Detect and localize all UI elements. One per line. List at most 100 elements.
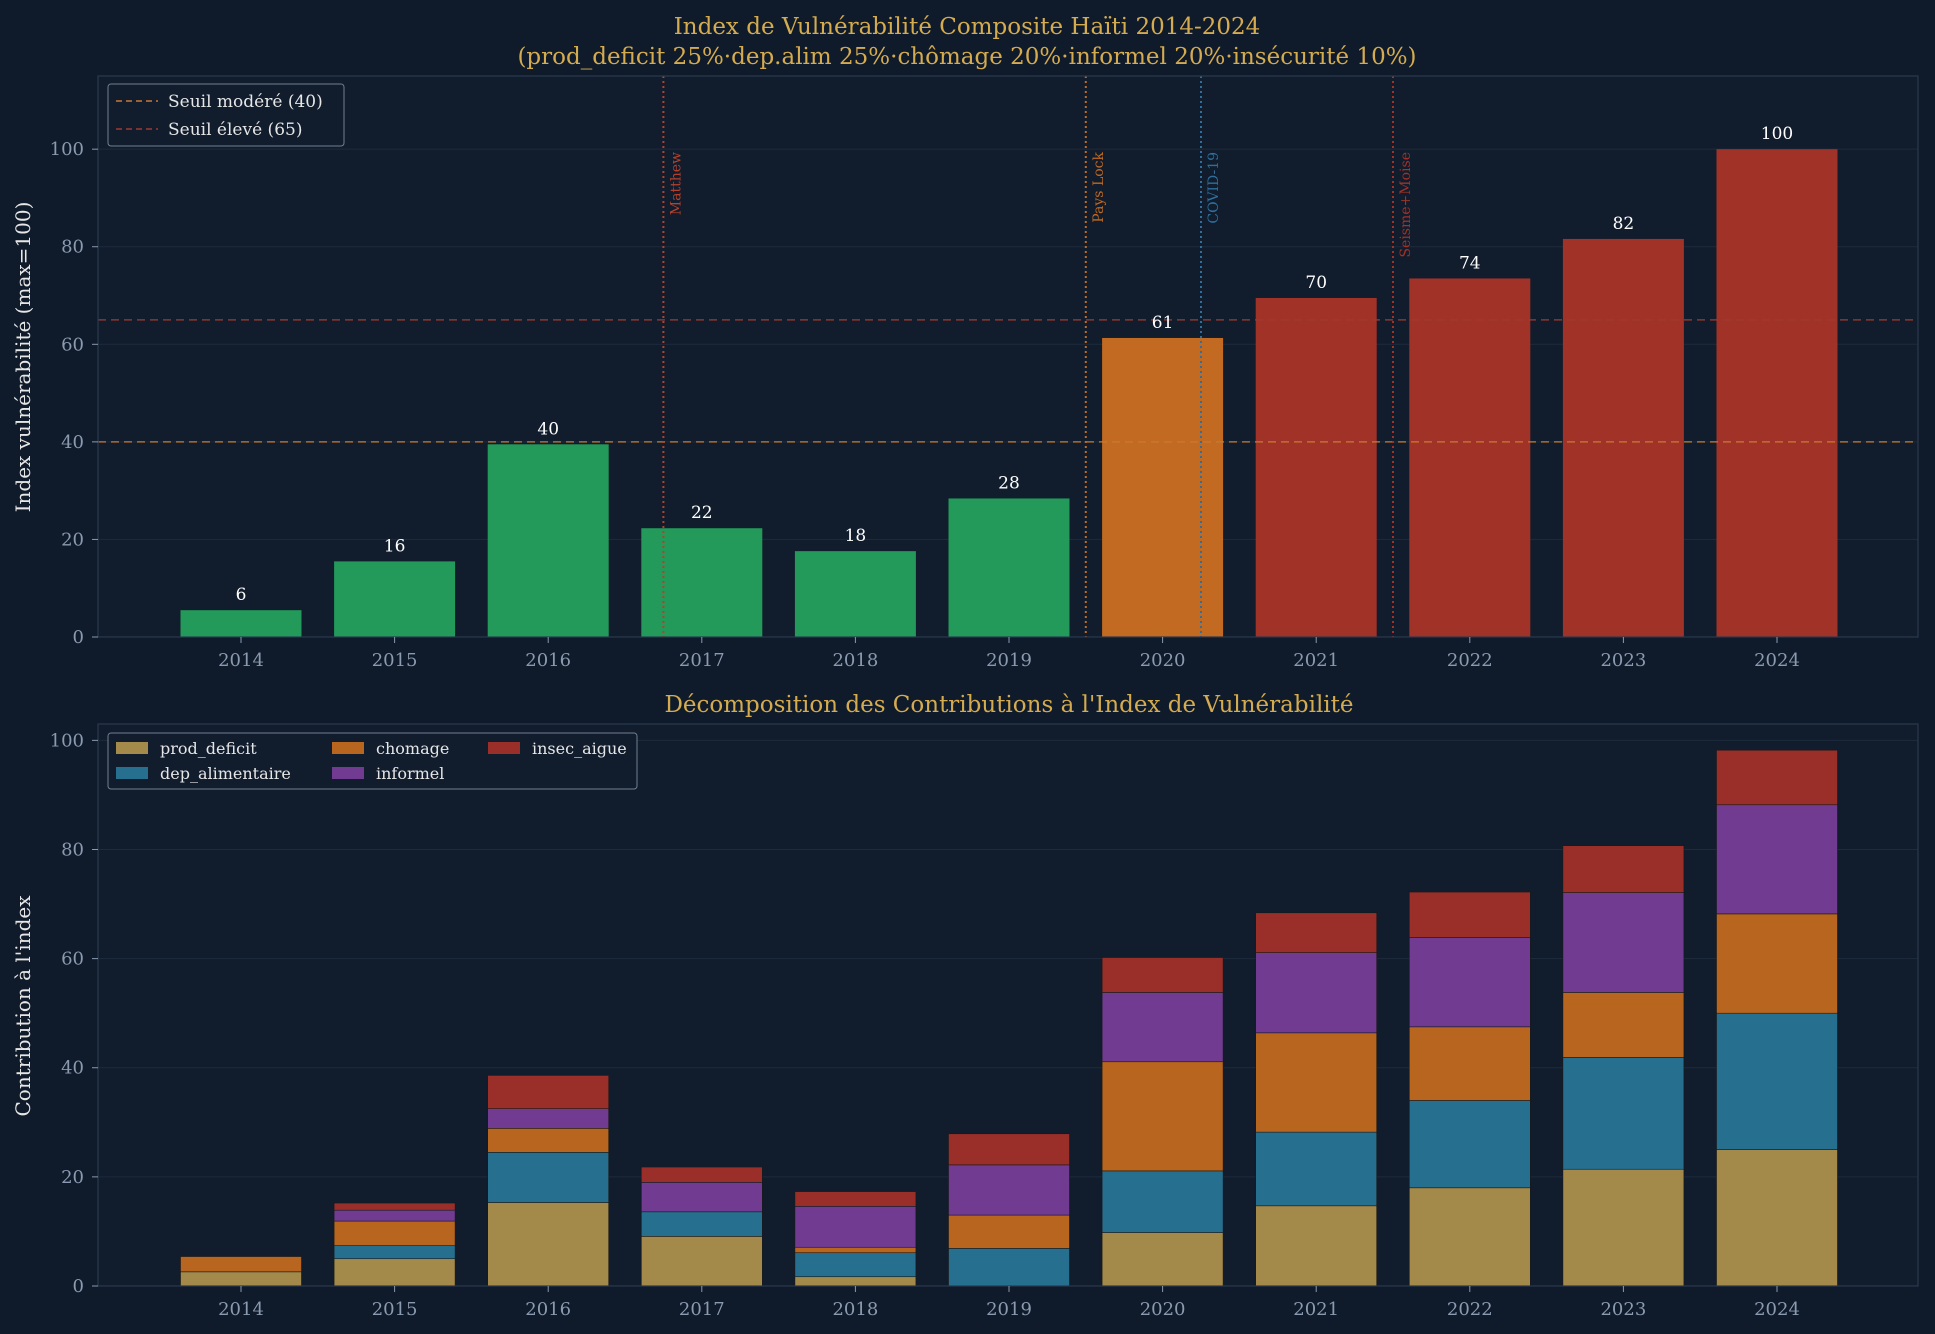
segment-insec-aigue-2024 [1716,749,1838,806]
bar-2016 [487,444,609,637]
bar-2014 [180,610,302,637]
segment-informel-2015 [333,1209,456,1222]
data-label-2023: 82 [1613,214,1635,234]
chart2-x-tick-label-2018: 2018 [832,1299,878,1320]
chart1-y-tick-label: 80 [61,237,84,258]
segment-chomage-2021 [1255,1032,1377,1133]
legend-label-insec-aigue: insec_aigue [532,739,627,758]
segment-insec-aigue-2018 [794,1191,917,1207]
chart1-frame [97,75,1919,638]
segment-informel-2022 [1409,937,1531,1028]
segment-chomage-2020 [1101,1061,1224,1172]
legend-label-dep-alimentaire: dep_alimentaire [160,764,291,783]
event-label-seisme-moise: Seisme+Moise [1398,152,1414,258]
legend-swatch-insec-aigue [488,742,520,754]
segment-dep-alimentaire-2018 [794,1252,917,1278]
chart2-x-tick-label-2022: 2022 [1447,1299,1493,1320]
bar-2018 [794,551,916,637]
chart2-x-ticks: 2014 2015 2016 2017 2018 2019 2020 2021 2022 2023… [218,1286,1800,1320]
legend-swatch-dep-alimentaire [116,767,148,779]
segment-insec-aigue-2019 [948,1133,1070,1166]
segment-dep-alimentaire-2020 [1101,1170,1224,1233]
segment-prod-deficit-2015 [333,1258,456,1287]
segment-informel-2019 [948,1164,1070,1216]
segment-dep-alimentaire-2023 [1562,1057,1685,1170]
chart2-frame [97,723,1919,1287]
legend-label-informel: informel [376,764,444,783]
chart2-x-tick-label-2020: 2020 [1140,1299,1186,1320]
segment-insec-aigue-2020 [1101,957,1224,993]
segment-prod-deficit-2022 [1409,1187,1531,1287]
segment-chomage-2018 [794,1246,917,1254]
bar-2024 [1716,149,1838,637]
legend-label-seuil-eleve: Seuil élevé (65) [168,120,302,140]
segment-chomage-2015 [333,1220,456,1246]
segment-chomage-2014 [180,1256,302,1273]
bar-2023 [1562,238,1684,638]
segment-prod-deficit-2018 [794,1276,917,1287]
event-label-covid-19: COVID-19 [1206,152,1222,224]
segment-chomage-2023 [1562,992,1685,1058]
segment-insec-aigue-2017 [640,1166,763,1183]
bar-2021 [1255,297,1377,637]
chart2-y-tick-label: 40 [61,1058,84,1079]
segment-informel-2017 [640,1182,763,1213]
chart2-x-tick-label-2015: 2015 [372,1299,418,1320]
chart1-x-tick-label-2021: 2021 [1293,650,1339,671]
chart2-x-tick-label-2024: 2024 [1754,1299,1800,1320]
segment-insec-aigue-2022 [1409,891,1531,938]
legend-swatch-chomage [332,742,364,754]
data-label-2017: 22 [691,503,713,523]
chart2-x-tick-label-2014: 2014 [218,1299,264,1320]
segment-prod-deficit-2021 [1255,1205,1377,1287]
data-label-2022: 74 [1459,253,1481,273]
chart1-x-tick-label-2020: 2020 [1140,650,1186,671]
chart1-x-tick-label-2023: 2023 [1600,650,1646,671]
chart1-y-tick-label: 40 [61,432,84,453]
segment-informel-2020 [1101,992,1224,1063]
segment-prod-deficit-2014 [180,1271,302,1287]
chart1-bars [180,149,1838,638]
chart1-data-labels: 6 16 40 22 18 28 61 70 74 82 100 [236,124,1794,605]
bar-2015 [334,561,456,637]
legend-label-seuil-modere: Seuil modéré (40) [168,92,323,112]
chart2-y-tick-label: 80 [61,839,84,860]
segment-dep-alimentaire-2021 [1255,1131,1377,1207]
segment-prod-deficit-2024 [1716,1149,1838,1287]
chart2-x-tick-label-2017: 2017 [679,1299,725,1320]
segment-insec-aigue-2021 [1255,912,1377,953]
legend-label-prod-deficit: prod_deficit [160,739,257,758]
data-label-2019: 28 [998,473,1020,493]
chart1-y-tick-label: 0 [73,627,84,648]
chart1-subtitle: (prod_deficit 25%·dep.alim 25%·chômage 2… [517,44,1416,70]
event-label-matthew: Matthew [668,152,684,215]
segment-insec-aigue-2023 [1562,845,1685,893]
chart1-legend-box [107,83,345,147]
chart1-title: Index de Vulnérabilité Composite Haïti 2… [674,14,1261,40]
chart1-threshold-lines [98,319,1918,443]
segment-chomage-2019 [948,1214,1070,1249]
segment-informel-2018 [794,1206,917,1248]
chart1-plot: Matthew Pays Lock COVID-19 Seisme+Moise 616… [50,75,1919,671]
chart2-y-axis-label: Contribution à l'index [11,895,35,1117]
segment-informel-2023 [1562,892,1685,993]
legend-swatch-prod-deficit [116,742,148,754]
segment-chomage-2016 [487,1128,610,1153]
chart2-y-tick-label: 100 [50,730,84,751]
data-label-2024: 100 [1761,124,1793,144]
data-label-2021: 70 [1305,273,1327,293]
chart1-x-tick-label-2017: 2017 [679,650,725,671]
chart1-y-tick-label: 100 [50,139,84,160]
legend-swatch-informel [332,767,364,779]
chart1-x-ticks: 2014 2015 2016 2017 2018 2019 2020 2021 2022 2023… [218,637,1800,671]
bar-2017 [641,528,763,637]
segment-insec-aigue-2015 [333,1202,456,1211]
chart1-y-axis-label: Index vulnérabilité (max=100) [11,202,35,513]
data-label-2020: 61 [1152,313,1174,333]
chart1-legend: Seuil modéré (40) Seuil élevé (65) [107,83,345,147]
chart1-y-ticks: 0 20 40 60 80 100 [50,139,98,648]
segment-prod-deficit-2020 [1101,1232,1224,1287]
event-label-pays-lock: Pays Lock [1091,151,1107,222]
chart1-x-tick-label-2014: 2014 [218,650,264,671]
